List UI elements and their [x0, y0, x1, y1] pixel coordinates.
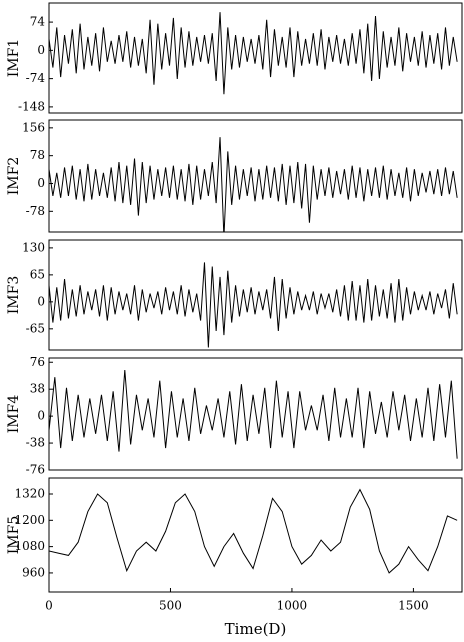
panel-frame	[48, 477, 463, 593]
y-tick-label: -148	[18, 99, 45, 113]
y-tick-label: 1320	[14, 487, 45, 501]
y-tick-label: 0	[37, 176, 45, 190]
y-tick-label: 960	[22, 565, 45, 579]
y-tick-label: 1200	[14, 513, 45, 527]
panel-frame	[48, 119, 463, 233]
panel: 74 0 -74 -148 IMF1	[6, 2, 463, 114]
y-tick-label: 76	[30, 355, 45, 369]
y-axis-label: IMF2	[6, 157, 22, 196]
y-axis-label: IMF4	[6, 395, 22, 434]
x-tick-label: 500	[159, 599, 182, 613]
panel: 130 65 0 -65 IMF3	[6, 239, 463, 351]
panel-frame	[48, 239, 463, 351]
y-tick-label: 1080	[14, 539, 45, 553]
signal-line	[49, 262, 458, 348]
y-axis-label: IMF1	[6, 39, 22, 78]
y-tick-label: 65	[30, 267, 45, 281]
x-axis-label: Time(D)	[225, 620, 287, 638]
y-tick-label: -76	[26, 463, 45, 477]
signal-line	[49, 12, 458, 95]
y-axis-label: IMF3	[6, 276, 22, 315]
signal-line	[49, 137, 458, 232]
signal-line	[49, 488, 458, 574]
y-tick-label: -65	[26, 321, 45, 335]
panel-frame	[48, 357, 463, 471]
y-tick-label: -74	[26, 71, 46, 85]
y-tick-label: 38	[30, 382, 45, 396]
y-tick-label: 74	[30, 15, 46, 29]
y-tick-label: -38	[26, 436, 45, 450]
panel: 76 38 0 -38 -76 IMF4	[6, 355, 463, 477]
y-tick-label: -78	[26, 204, 45, 218]
signal-line	[49, 370, 458, 459]
x-tick-label: 1500	[398, 599, 429, 613]
y-axis-label: IMF5	[6, 516, 22, 555]
y-tick-label: 0	[37, 294, 45, 308]
y-tick-label: 156	[22, 120, 45, 134]
y-tick-label: 0	[37, 43, 45, 57]
panel-frame	[48, 2, 463, 114]
panel: 156 78 0 -78 IMF2	[6, 119, 463, 233]
y-tick-label: 78	[30, 148, 45, 162]
x-tick-label: 0	[45, 599, 53, 613]
y-tick-label: 130	[22, 240, 45, 254]
x-tick-label: 1000	[277, 599, 308, 613]
y-tick-label: 0	[37, 409, 45, 423]
